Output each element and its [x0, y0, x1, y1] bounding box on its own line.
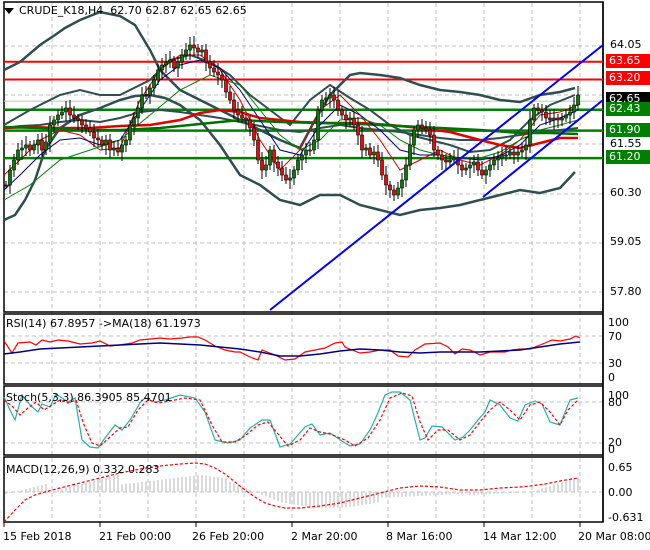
time-axis-label: 14 Mar 12:00 — [483, 530, 557, 543]
price-axis-label: 64.05 — [610, 38, 642, 51]
time-axis-label: 2 Mar 20:00 — [291, 530, 358, 543]
support-tag: 61.20 — [606, 150, 650, 164]
time-axis-label: 26 Feb 20:00 — [192, 530, 265, 543]
stoch-lines — [3, 391, 579, 449]
candlesticks — [4, 36, 580, 201]
trend-channel — [269, 44, 604, 311]
time-axis-label: 21 Feb 00:00 — [99, 530, 172, 543]
time-axis-label: 20 Mar 08:00 — [578, 530, 650, 543]
stoch-axis-label: 80 — [608, 396, 622, 409]
support-tag: 62.43 — [606, 102, 650, 116]
price-axis-label: 59.05 — [610, 235, 642, 248]
triangle-down-icon[interactable] — [4, 8, 14, 14]
symbol-label: CRUDE_K18,H4 — [19, 4, 104, 17]
rsi-axis-label: 0 — [608, 371, 615, 384]
macd-axis-label: 0.65 — [608, 461, 633, 474]
macd-graph — [3, 462, 579, 523]
rsi-axis-label: 30 — [608, 357, 622, 370]
stoch-label: Stoch(5,3,3) 86.3905 85.4701 — [6, 391, 172, 404]
macd-axis-label: 0.00 — [608, 486, 633, 499]
rsi-label: RSI(14) 67.8957 ->MA(18) 61.1973 — [6, 317, 201, 330]
moving-averages — [3, 54, 579, 201]
price-axis-label: 57.80 — [610, 285, 642, 298]
price-axis-label: 61.55 — [610, 137, 642, 150]
price-axis-label: 60.30 — [610, 186, 642, 199]
resistance-tag: 63.20 — [606, 71, 650, 85]
resistance-tag: 63.65 — [606, 54, 650, 68]
stoch-axis-label: 20 — [608, 436, 622, 449]
rsi-axis-label: 100 — [608, 316, 629, 329]
stoch-axis-label: 100 — [608, 389, 629, 402]
rsi-lines — [3, 335, 581, 361]
rsi-axis-label: 70 — [608, 330, 622, 343]
macd-label: MACD(12,26,9) 0.332 0.283 — [6, 463, 160, 476]
stoch-axis-label: 0 — [608, 443, 615, 456]
ohlc-values: 62.70 62.87 62.65 62.65 — [110, 4, 247, 17]
time-axis-label: 8 Mar 16:00 — [386, 530, 453, 543]
time-axis-label: 15 Feb 2018 — [3, 530, 72, 543]
axis-ticks — [3, 522, 581, 527]
support-tag: 61.90 — [606, 123, 650, 137]
chart-header: CRUDE_K18,H4 62.70 62.87 62.65 62.65 — [4, 4, 247, 17]
macd-axis-label: -0.631 — [608, 511, 644, 524]
